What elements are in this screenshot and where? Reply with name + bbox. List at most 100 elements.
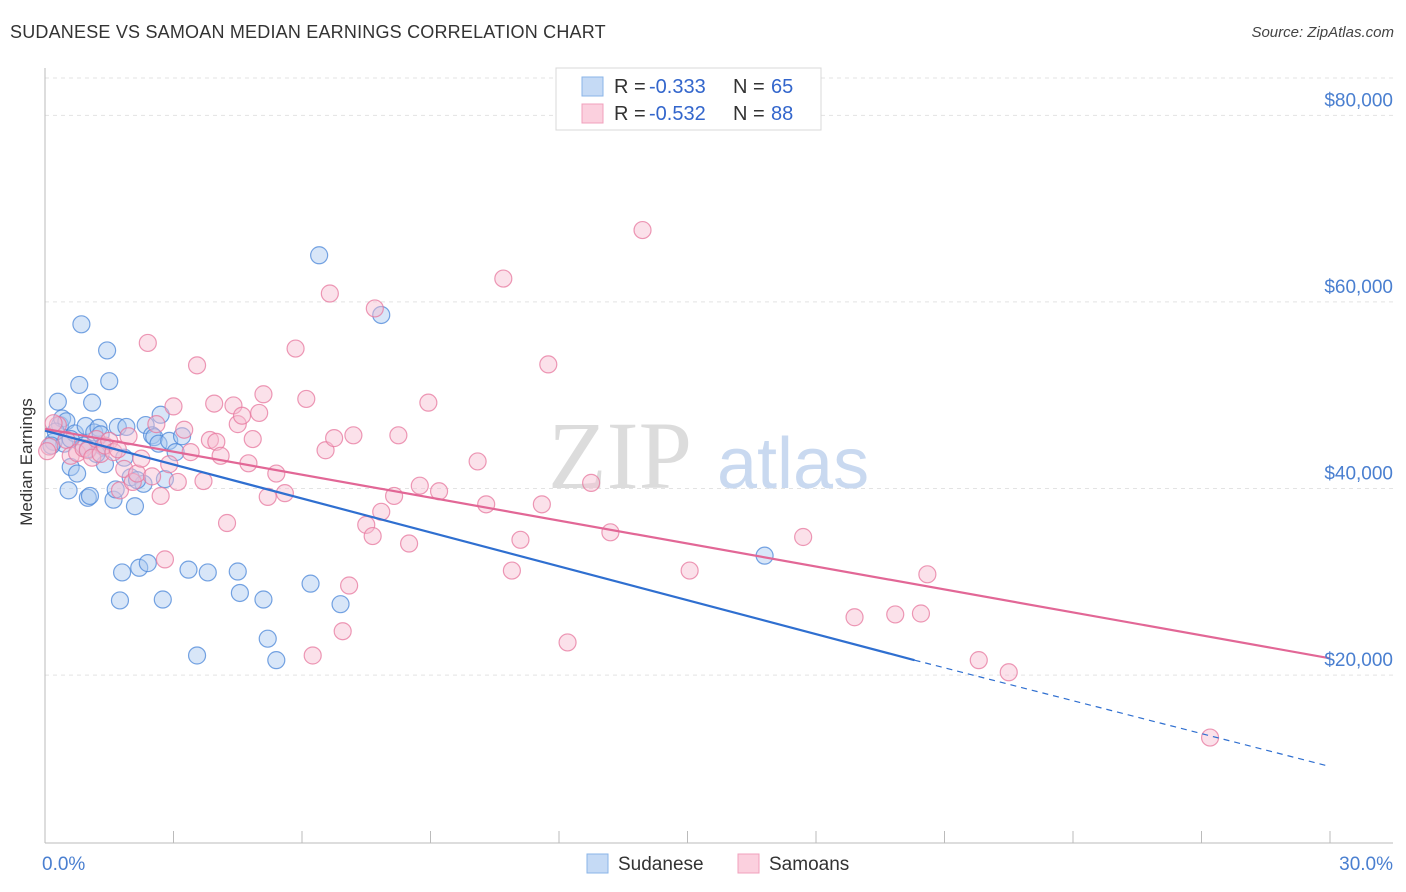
y-tick-label: $80,000 (1324, 90, 1393, 111)
bottom-legend: Sudanese Samoans (586, 853, 849, 875)
y-axis-label: Median Earnings (17, 398, 36, 526)
point-samoans (44, 414, 63, 433)
y-tick-label: $40,000 (1324, 463, 1393, 484)
point-samoans (601, 523, 620, 542)
point-samoans (303, 646, 322, 665)
legend-r-label: R = (614, 76, 646, 98)
point-samoans (320, 284, 339, 303)
point-samoans (886, 605, 905, 624)
legend-swatch-sudanese (581, 76, 604, 97)
watermark-atlas: atlas (717, 424, 869, 504)
point-samoans (969, 651, 988, 670)
point-samoans (254, 385, 273, 404)
point-samoans (389, 426, 408, 445)
point-sudanese (130, 558, 149, 577)
point-samoans (297, 389, 316, 409)
point-samoans (168, 472, 187, 492)
point-samoans (232, 406, 252, 425)
point-samoans (680, 561, 699, 580)
y-tick-labels: $20,000 $40,000 $60,000 $80,000 (1324, 90, 1393, 671)
point-samoans (200, 430, 220, 450)
point-sudanese (267, 651, 286, 670)
legend-n-value: 65 (771, 76, 793, 98)
y-tick-label: $20,000 (1324, 650, 1393, 671)
point-samoans (494, 269, 513, 288)
point-samoans (147, 415, 166, 434)
x-tick-labels: 0.0% 30.0% (42, 854, 1393, 875)
point-sudanese (301, 574, 320, 593)
stats-legend: R = -0.333 N = 65 R = -0.532 N = 88 (555, 67, 822, 131)
point-samoans (419, 393, 438, 412)
point-sudanese (125, 497, 145, 516)
bottom-legend-swatch-samoans (737, 853, 760, 874)
point-samoans (539, 355, 558, 374)
chart-title: SUDANESE VS SAMOAN MEDIAN EARNINGS CORRE… (10, 22, 606, 42)
point-sudanese (230, 583, 249, 603)
x-tick-label-max: 30.0% (1339, 854, 1393, 875)
point-samoans (918, 565, 937, 584)
point-sudanese (228, 562, 247, 581)
point-sudanese (110, 591, 130, 610)
point-sudanese (331, 595, 350, 614)
point-samoans (110, 481, 130, 500)
point-samoans (164, 397, 183, 416)
point-samoans (911, 604, 931, 623)
point-samoans (532, 495, 551, 514)
bottom-legend-sudanese: Sudanese (618, 854, 704, 875)
point-samoans (477, 495, 496, 514)
point-sudanese (89, 418, 108, 437)
data-points (38, 220, 1220, 747)
watermark-zip: ZIP (548, 402, 692, 509)
point-samoans (558, 633, 577, 652)
trend-lines (44, 427, 1331, 768)
legend-r-label: R = (614, 103, 646, 125)
point-sudanese (179, 560, 198, 579)
point-sudanese (372, 305, 391, 325)
point-sudanese (98, 341, 117, 360)
point-samoans (267, 464, 286, 483)
bottom-legend-samoans: Samoans (769, 854, 849, 875)
axes (44, 68, 1393, 844)
point-samoans (40, 437, 59, 456)
legend-r-value: -0.333 (649, 76, 706, 98)
point-sudanese (70, 375, 89, 395)
point-samoans (187, 356, 207, 375)
point-sudanese (112, 563, 132, 582)
point-samoans (155, 550, 175, 569)
point-samoans (333, 622, 352, 641)
legend-n-label: N = (733, 103, 765, 125)
point-sudanese (153, 590, 172, 609)
point-sudanese (172, 427, 192, 446)
point-sudanese (59, 481, 78, 500)
point-samoans (243, 429, 262, 449)
point-sudanese (254, 590, 273, 609)
point-samoans (344, 426, 363, 445)
point-samoans (250, 403, 269, 423)
point-samoans (468, 452, 487, 471)
point-samoans (142, 467, 162, 486)
point-sudanese (138, 554, 157, 573)
point-samoans (582, 473, 601, 492)
y-tick-label: $60,000 (1324, 277, 1393, 298)
point-sudanese (100, 372, 119, 391)
point-samoans (175, 420, 194, 439)
point-samoans (123, 472, 142, 492)
point-sudanese (187, 646, 207, 665)
watermark: ZIP atlas (548, 402, 869, 509)
point-samoans (365, 299, 384, 318)
point-samoans (38, 442, 57, 461)
point-samoans (286, 339, 305, 358)
legend-r-value: -0.532 (649, 103, 706, 125)
bottom-legend-swatch-sudanese (586, 853, 609, 874)
point-samoans (794, 527, 813, 547)
x-tick-label-min: 0.0% (42, 854, 85, 875)
point-sudanese (68, 464, 87, 483)
point-samoans (340, 576, 359, 595)
trend-line-samoans (44, 427, 1331, 660)
grid-lines (45, 77, 1393, 676)
point-samoans (325, 429, 344, 448)
point-samoans (633, 220, 652, 240)
point-sudanese (198, 563, 217, 582)
legend-n-value: 88 (771, 103, 793, 125)
